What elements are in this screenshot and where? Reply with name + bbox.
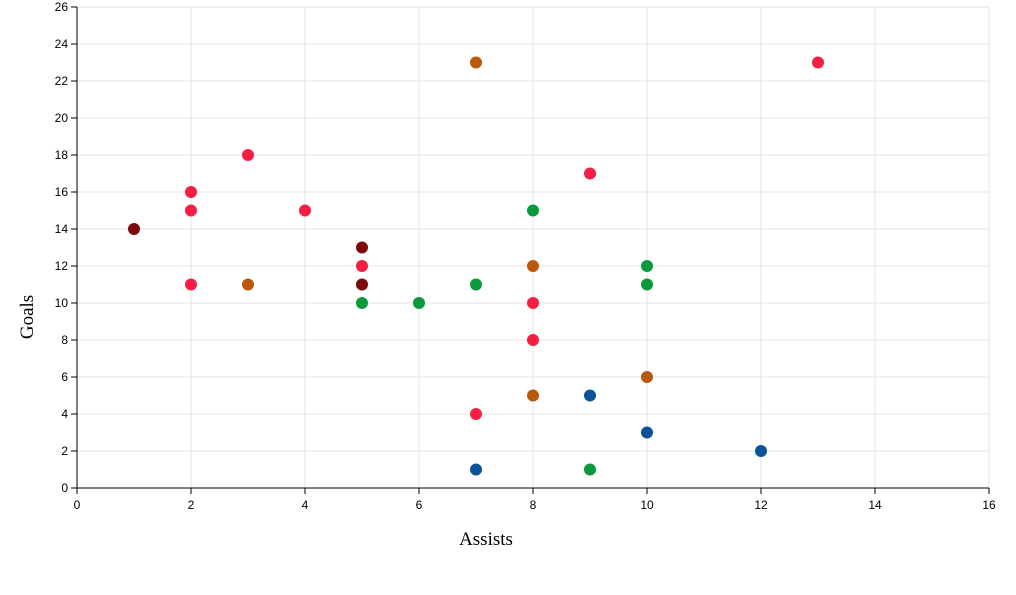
y-tick-label: 6: [61, 370, 68, 384]
data-point[interactable]: [470, 278, 482, 291]
data-point[interactable]: [128, 223, 140, 235]
data-points: [128, 56, 824, 476]
y-axis-title: Goals: [17, 295, 38, 339]
x-tick-label: 6: [416, 498, 423, 512]
data-point[interactable]: [242, 149, 254, 161]
data-point[interactable]: [185, 204, 197, 217]
data-point[interactable]: [356, 278, 368, 291]
data-point[interactable]: [584, 167, 596, 180]
y-tick-label: 0: [61, 481, 68, 495]
data-point[interactable]: [527, 389, 539, 402]
y-tick-label: 10: [55, 296, 69, 310]
x-tick-label: 10: [640, 498, 654, 512]
x-tick-label: 2: [188, 498, 195, 512]
y-tick-label: 20: [55, 111, 69, 125]
y-tick-label: 26: [55, 0, 69, 14]
grid: [76, 6, 990, 489]
x-axis-title: Assists: [459, 529, 513, 550]
data-point[interactable]: [356, 241, 368, 254]
x-tick-label: 8: [530, 498, 537, 512]
data-point[interactable]: [527, 204, 539, 217]
data-point[interactable]: [641, 371, 653, 383]
data-point[interactable]: [356, 260, 368, 272]
y-tick-label: 16: [55, 185, 69, 199]
y-tick-label: 8: [61, 333, 68, 347]
data-point[interactable]: [584, 463, 596, 476]
data-point[interactable]: [299, 204, 311, 217]
x-tick-label: 12: [754, 498, 768, 512]
y-tick-label: 4: [61, 407, 68, 421]
data-point[interactable]: [527, 260, 539, 272]
y-tick-label: 14: [55, 222, 69, 236]
data-point[interactable]: [527, 297, 539, 309]
y-tick-label: 12: [55, 259, 69, 273]
y-tick-label: 2: [61, 444, 68, 458]
x-tick-label: 14: [868, 498, 882, 512]
data-point[interactable]: [356, 297, 368, 309]
data-point[interactable]: [584, 389, 596, 402]
data-point[interactable]: [641, 260, 653, 272]
x-tick-label: 4: [302, 498, 309, 512]
y-tick-label: 24: [55, 37, 69, 51]
data-point[interactable]: [470, 408, 482, 420]
data-point[interactable]: [470, 463, 482, 476]
data-point[interactable]: [185, 186, 197, 198]
data-point[interactable]: [242, 278, 254, 291]
y-tick-label: 18: [55, 148, 69, 162]
data-point[interactable]: [641, 426, 653, 439]
data-point[interactable]: [641, 278, 653, 291]
x-tick-label: 16: [982, 498, 996, 512]
data-point[interactable]: [812, 56, 824, 69]
data-point[interactable]: [413, 297, 425, 309]
y-tick-label: 22: [55, 74, 69, 88]
data-point[interactable]: [470, 56, 482, 69]
x-tick-label: 0: [74, 498, 81, 512]
data-point[interactable]: [527, 334, 539, 346]
data-point[interactable]: [185, 278, 197, 291]
data-point[interactable]: [755, 445, 767, 457]
